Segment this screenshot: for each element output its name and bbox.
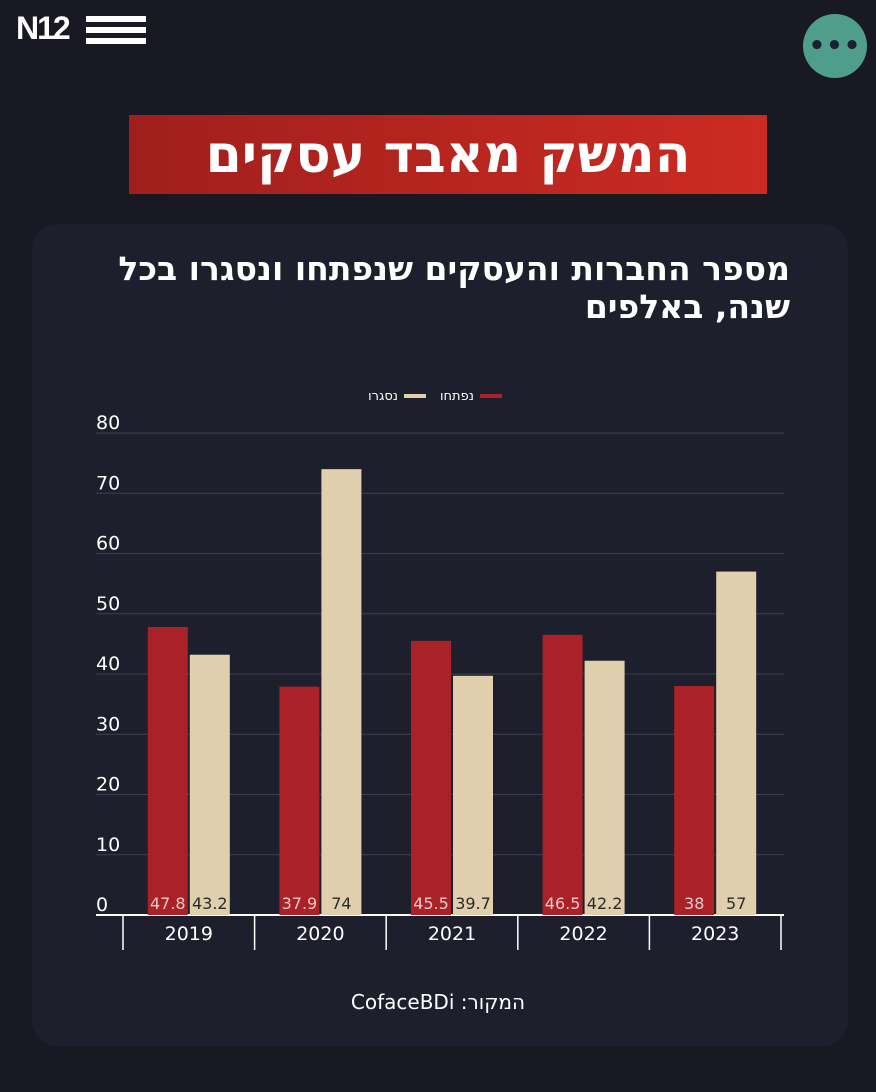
bar-closed-2023 [716,571,757,915]
bar-opened-2023 [674,686,715,915]
value-label-opened-2019: 47.8 [150,894,186,913]
legend-swatch-closed [404,394,426,398]
legend-label-opened: נפתחו [440,388,474,404]
y-tick-label-30: 30 [96,713,120,735]
y-tick-label-20: 20 [96,774,120,796]
more-dots-icon: ••• [808,31,862,61]
source-note: המקור: CofaceBDi [350,990,526,1014]
headline-title: המשק מאבד עסקים [205,124,691,185]
x-tick-label-2022: 2022 [559,923,607,945]
y-tick-label-50: 50 [96,593,120,615]
x-tick-label-2019: 2019 [165,923,213,945]
y-tick-label-60: 60 [96,533,120,555]
y-tick-label-40: 40 [96,653,120,675]
value-label-opened-2020: 37.9 [282,894,318,913]
logo-bars-icon [86,16,146,49]
chart-title: מספר החברות והעסקים שנפתחו ונסגרו בכל שנ… [118,249,790,326]
y-tick-label-80: 80 [96,412,120,434]
logo-text: N12 [16,10,71,46]
bar-opened-2022 [542,634,583,915]
value-label-opened-2021: 45.5 [413,894,449,913]
x-tick-label-2023: 2023 [691,923,739,945]
value-label-opened-2022: 46.5 [545,894,581,913]
y-tick-label-10: 10 [96,834,120,856]
y-tick-label-70: 70 [96,472,120,494]
value-label-closed-2020: 74 [331,894,351,913]
x-tick-label-2021: 2021 [428,923,476,945]
bar-closed-2022 [584,660,625,915]
legend-item-opened[interactable]: נפתחו [440,389,502,404]
bar-closed-2021 [453,675,493,915]
legend-swatch-opened [479,394,502,398]
value-label-opened-2023: 38 [684,894,704,913]
legend-item-closed[interactable]: נסגרו [368,389,426,404]
bar-opened-2020 [279,686,320,915]
chart-legend: נפתחו נסגרו [340,386,530,406]
value-label-closed-2019: 43.2 [192,894,228,913]
bar-closed-2020 [321,469,362,915]
headline-banner: המשק מאבד עסקים [129,115,767,194]
y-tick-label-0: 0 [96,894,108,916]
value-label-closed-2021: 39.7 [455,894,491,913]
value-label-closed-2022: 42.2 [587,894,623,913]
legend-label-closed: נסגרו [368,388,398,404]
more-options-button[interactable]: ••• [803,14,867,78]
x-tick-label-2020: 2020 [296,923,344,945]
n12-logo[interactable]: N12 [16,10,146,49]
bar-closed-2019 [189,654,230,915]
bar-opened-2019 [147,627,188,915]
value-label-closed-2023: 57 [726,894,746,913]
bar-opened-2021 [411,640,451,915]
